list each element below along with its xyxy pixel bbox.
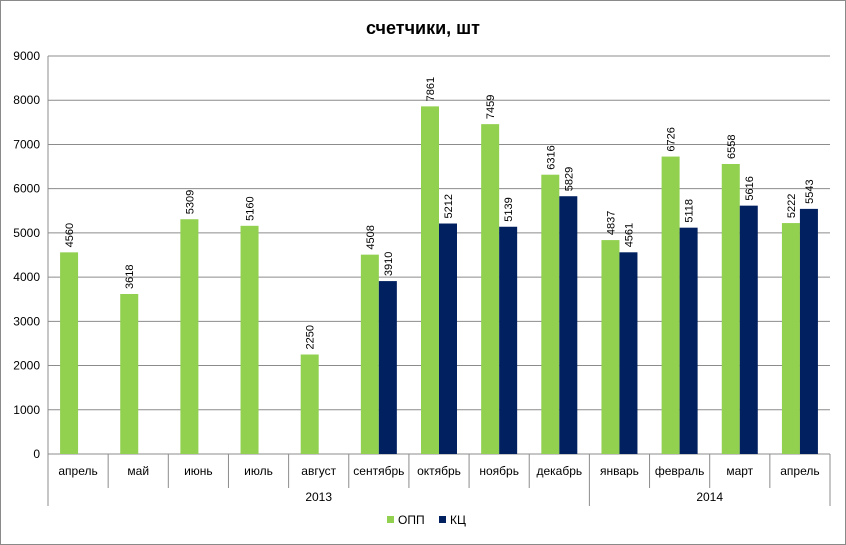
bar-kc: [439, 223, 457, 454]
data-label: 6726: [666, 127, 678, 151]
y-tick-label: 3000: [13, 314, 40, 328]
y-tick-label: 6000: [13, 182, 40, 196]
data-labels: 4560 3618 5309 5160 2250 4508 3910 7861 5212 7459…: [64, 77, 816, 350]
legend: ОПП КЦ: [387, 513, 466, 527]
x-tick-label: апрель: [58, 464, 97, 478]
bar-kc: [679, 227, 698, 454]
data-label: 5616: [744, 176, 756, 200]
bar-opp: [60, 252, 79, 454]
x-tick-label: октябрь: [417, 464, 461, 478]
legend-label: КЦ: [450, 513, 466, 527]
data-label: 7459: [485, 95, 497, 119]
bar-kc: [559, 196, 578, 454]
data-label: 6558: [726, 135, 738, 159]
group-label: 2013: [305, 490, 332, 504]
data-label: 4561: [623, 223, 635, 247]
data-label: 5222: [786, 194, 798, 218]
bar-kc: [619, 252, 638, 454]
data-label: 6316: [545, 145, 557, 169]
data-label: 5543: [804, 179, 816, 203]
bar-opp: [300, 354, 319, 454]
data-label: 5118: [684, 199, 696, 223]
x-tick-label: май: [127, 464, 149, 478]
bar-opp: [721, 163, 740, 454]
data-label: 7861: [425, 77, 437, 101]
bar-kc: [739, 205, 758, 454]
y-tick-label: 7000: [13, 137, 40, 151]
x-tick-label: июнь: [184, 464, 213, 478]
bar-opp: [180, 219, 199, 454]
data-label: 5309: [184, 190, 196, 214]
data-label: 5139: [503, 197, 515, 221]
x-tick-label: январь: [600, 464, 639, 478]
data-label: 4837: [605, 211, 617, 235]
bar-opp: [120, 294, 139, 454]
bar-opp: [601, 240, 620, 454]
y-tick-label: 8000: [13, 93, 40, 107]
legend-swatch: [439, 516, 446, 523]
x-tick-label: декабрь: [536, 464, 582, 478]
bar-opp: [541, 174, 560, 454]
chart-title: счетчики, шт: [366, 18, 480, 38]
y-tick-label: 9000: [13, 49, 40, 63]
data-label: 5829: [563, 167, 575, 191]
x-tick-label: март: [726, 464, 753, 478]
y-tick-label: 1000: [13, 403, 40, 417]
bar-kc: [378, 281, 397, 454]
data-label: 2250: [305, 325, 317, 349]
x-tick-label: апрель: [780, 464, 819, 478]
data-label: 3910: [383, 252, 395, 276]
bar-opp: [661, 156, 680, 454]
bar-opp: [240, 225, 259, 454]
y-tick-label: 2000: [13, 359, 40, 373]
x-tick-label: ноябрь: [479, 464, 519, 478]
group-label: 2014: [696, 490, 723, 504]
data-label: 4508: [365, 225, 377, 249]
data-label: 5212: [443, 194, 455, 218]
x-tick-label: июль: [244, 464, 273, 478]
bar-opp: [421, 106, 439, 454]
bar-opp: [781, 223, 800, 454]
bar-kc: [499, 226, 518, 454]
legend-label: ОПП: [398, 513, 425, 527]
y-tick-label: 4000: [13, 270, 40, 284]
data-label: 3618: [124, 265, 136, 289]
x-tick-label: февраль: [655, 464, 705, 478]
bar-opp: [360, 254, 379, 454]
x-tick-label: август: [301, 464, 336, 478]
bar-kc: [799, 208, 818, 454]
data-label: 4560: [64, 223, 76, 247]
bar-opp: [481, 124, 500, 454]
data-label: 5160: [245, 196, 257, 220]
y-tick-label: 0: [33, 447, 40, 461]
legend-swatch: [387, 516, 394, 523]
x-tick-label: сентябрь: [353, 464, 404, 478]
y-tick-label: 5000: [13, 226, 40, 240]
bars: [60, 106, 818, 454]
